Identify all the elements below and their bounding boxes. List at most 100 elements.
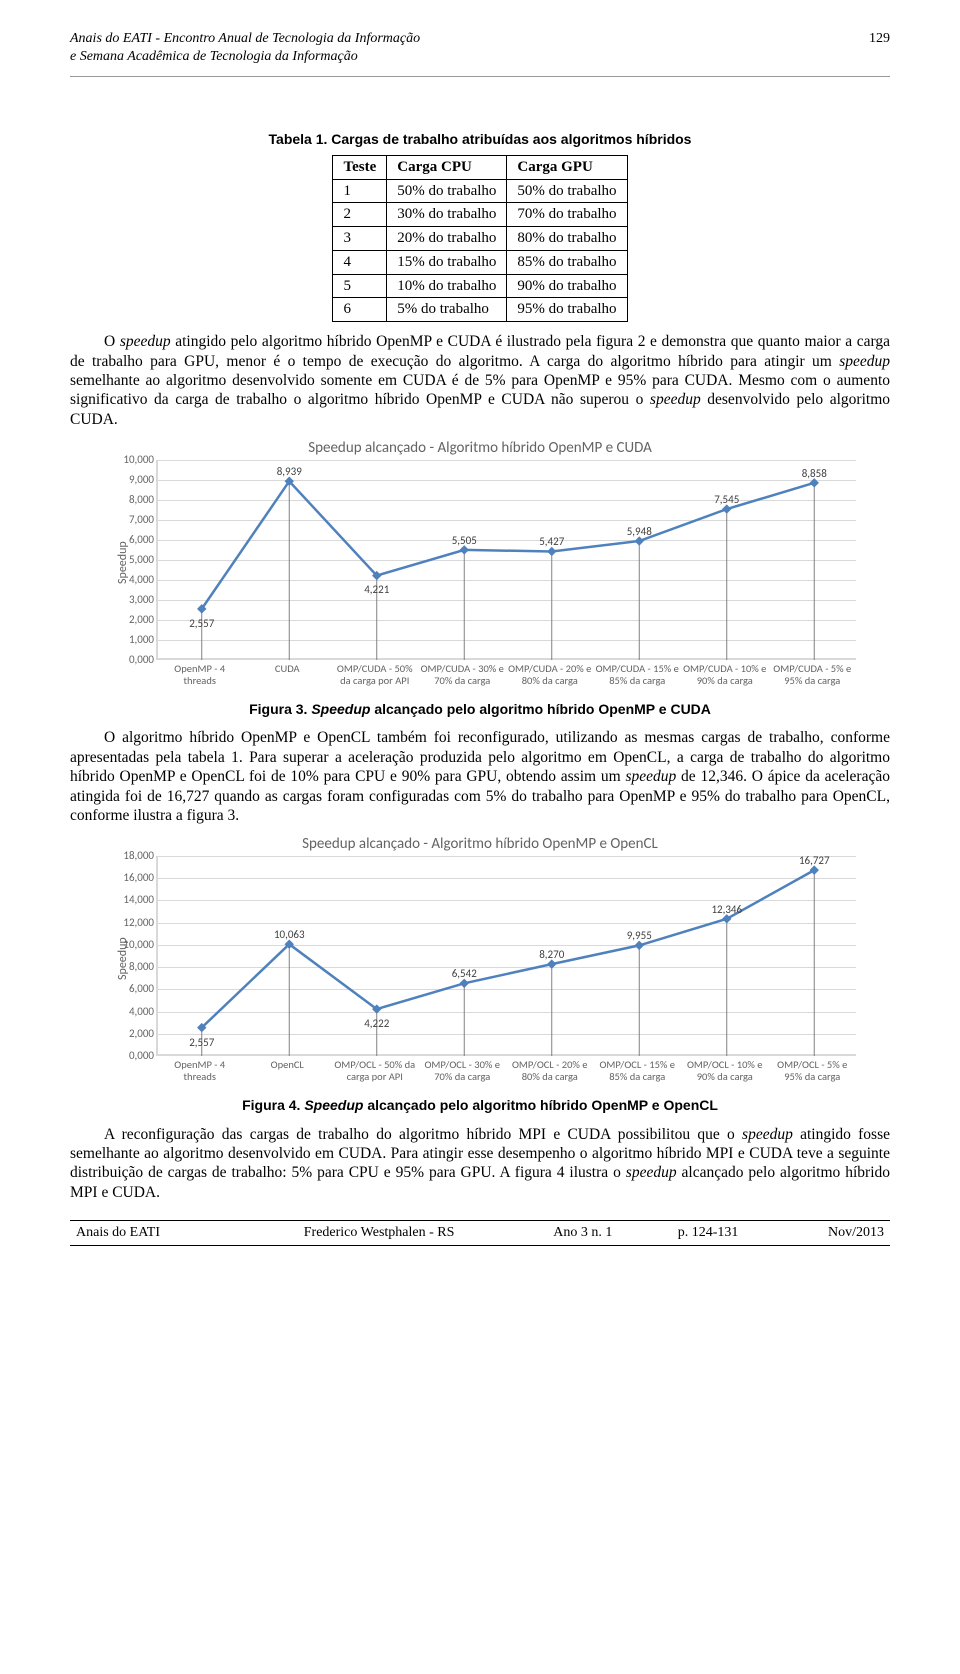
- footer-c5: Nov/2013: [771, 1221, 890, 1246]
- table-cell: 5: [333, 274, 387, 298]
- chart1-xlabels: OpenMP - 4 threadsCUDAOMP/CUDA - 50% da …: [156, 660, 856, 687]
- ytick: 2,000: [129, 1027, 158, 1041]
- xlabel: OMP/CUDA - 10% e 90% da carga: [681, 660, 769, 687]
- ytick: 9,000: [129, 473, 158, 487]
- xlabel: OpenMP - 4 threads: [156, 660, 244, 687]
- xlabel: OMP/CUDA - 30% e 70% da carga: [419, 660, 507, 687]
- chart1-title: Speedup alcançado - Algoritmo híbrido Op…: [100, 439, 860, 458]
- ytick: 12,000: [123, 916, 158, 930]
- ytick: 10,000: [123, 453, 158, 467]
- data-label: 8,270: [539, 948, 564, 962]
- ytick: 4,000: [129, 1005, 158, 1019]
- ytick: 8,000: [129, 493, 158, 507]
- table-cell: 2: [333, 203, 387, 227]
- xlabel: OpenMP - 4 threads: [156, 1056, 244, 1083]
- table-cell: 5% do trabalho: [387, 298, 507, 322]
- table-cell: 85% do trabalho: [507, 250, 627, 274]
- footer-c1: Anais do EATI: [70, 1221, 237, 1246]
- footer-c3: Ano 3 n. 1: [521, 1221, 645, 1246]
- chart1-plot: Speedup0,0001,0002,0003,0004,0005,0006,0…: [156, 460, 856, 660]
- ytick: 6,000: [129, 533, 158, 547]
- xlabel: OMP/CUDA - 50% da carga por API: [331, 660, 419, 687]
- table1-col2: Carga GPU: [507, 155, 627, 179]
- paragraph-3: A reconfiguração das cargas de trabalho …: [70, 1125, 890, 1203]
- table-cell: 95% do trabalho: [507, 298, 627, 322]
- table-cell: 80% do trabalho: [507, 227, 627, 251]
- table-cell: 50% do trabalho: [387, 179, 507, 203]
- data-label: 12,346: [711, 903, 742, 917]
- table-cell: 70% do trabalho: [507, 203, 627, 227]
- table-cell: 10% do trabalho: [387, 274, 507, 298]
- data-label: 9,955: [627, 929, 652, 943]
- xlabel: OpenCL: [244, 1056, 332, 1083]
- ytick: 14,000: [123, 894, 158, 908]
- ytick: 8,000: [129, 960, 158, 974]
- table-row: 230% do trabalho70% do trabalho: [333, 203, 627, 227]
- page-number: 129: [869, 30, 890, 66]
- fig3-b: Speedup: [311, 701, 370, 717]
- data-label: 10,063: [274, 928, 305, 942]
- table-cell: 15% do trabalho: [387, 250, 507, 274]
- ytick: 5,000: [129, 553, 158, 567]
- data-label: 6,542: [452, 967, 477, 981]
- table-cell: 6: [333, 298, 387, 322]
- ytick: 16,000: [123, 871, 158, 885]
- ytick: 10,000: [123, 938, 158, 952]
- footer-c4: p. 124-131: [645, 1221, 772, 1246]
- fig4-c: alcançado pelo algoritmo híbrido OpenMP …: [363, 1097, 717, 1113]
- xlabel: CUDA: [244, 660, 332, 687]
- figure3-caption: Figura 3. Speedup alcançado pelo algorit…: [70, 701, 890, 719]
- xlabel: OMP/OCL - 5% e 95% da carga: [769, 1056, 857, 1083]
- data-label: 5,505: [452, 534, 477, 548]
- table-cell: 90% do trabalho: [507, 274, 627, 298]
- xlabel: OMP/CUDA - 15% e 85% da carga: [594, 660, 682, 687]
- table-cell: 50% do trabalho: [507, 179, 627, 203]
- table1-col1: Carga CPU: [387, 155, 507, 179]
- chart2-container: Speedup alcançado - Algoritmo híbrido Op…: [100, 835, 860, 1083]
- header-line2: e Semana Acadêmica de Tecnologia da Info…: [70, 49, 358, 64]
- data-label: 2,557: [189, 1036, 214, 1050]
- ytick: 7,000: [129, 513, 158, 527]
- page-header: Anais do EATI - Encontro Anual de Tecnol…: [70, 30, 890, 66]
- data-label: 16,727: [799, 854, 830, 868]
- table1-caption: Tabela 1. Cargas de trabalho atribuídas …: [70, 131, 890, 149]
- xlabel: OMP/OCL - 30% e 70% da carga: [419, 1056, 507, 1083]
- header-text: Anais do EATI - Encontro Anual de Tecnol…: [70, 30, 420, 66]
- xlabel: OMP/OCL - 20% e 80% da carga: [506, 1056, 594, 1083]
- data-label: 5,427: [539, 535, 564, 549]
- xlabel: OMP/OCL - 10% e 90% da carga: [681, 1056, 769, 1083]
- fig4-b: Speedup: [304, 1097, 363, 1113]
- ytick: 0,000: [129, 1049, 158, 1063]
- ytick: 2,000: [129, 613, 158, 627]
- table-row: 320% do trabalho80% do trabalho: [333, 227, 627, 251]
- chart1-container: Speedup alcançado - Algoritmo híbrido Op…: [100, 439, 860, 687]
- footer-c2: Frederico Westphalen - RS: [237, 1221, 520, 1246]
- table-cell: 1: [333, 179, 387, 203]
- chart2-xlabels: OpenMP - 4 threadsOpenCLOMP/OCL - 50% da…: [156, 1056, 856, 1083]
- table-row: 415% do trabalho85% do trabalho: [333, 250, 627, 274]
- ytick: 6,000: [129, 982, 158, 996]
- table1-col0: Teste: [333, 155, 387, 179]
- data-label: 7,545: [714, 493, 739, 507]
- footer: Anais do EATI Frederico Westphalen - RS …: [70, 1220, 890, 1246]
- paragraph-1: O speedup atingido pelo algoritmo híbrid…: [70, 332, 890, 429]
- chart2-title: Speedup alcançado - Algoritmo híbrido Op…: [100, 835, 860, 854]
- ytick: 0,000: [129, 653, 158, 667]
- ytick: 3,000: [129, 593, 158, 607]
- fig3-c: alcançado pelo algoritmo híbrido OpenMP …: [370, 701, 710, 717]
- xlabel: OMP/CUDA - 5% e 95% da carga: [769, 660, 857, 687]
- table-cell: 4: [333, 250, 387, 274]
- table-cell: 3: [333, 227, 387, 251]
- data-label: 8,858: [802, 467, 827, 481]
- data-label: 2,557: [189, 617, 214, 631]
- ytick: 4,000: [129, 573, 158, 587]
- data-label: 4,222: [364, 1017, 389, 1031]
- data-label: 4,221: [364, 583, 389, 597]
- table-cell: 20% do trabalho: [387, 227, 507, 251]
- table-row: 65% do trabalho95% do trabalho: [333, 298, 627, 322]
- paragraph-2: O algoritmo híbrido OpenMP e OpenCL tamb…: [70, 728, 890, 825]
- figure4-caption: Figura 4. Speedup alcançado pelo algorit…: [70, 1097, 890, 1115]
- ytick: 18,000: [123, 849, 158, 863]
- xlabel: OMP/OCL - 15% e 85% da carga: [594, 1056, 682, 1083]
- table1: Teste Carga CPU Carga GPU 150% do trabal…: [332, 155, 627, 322]
